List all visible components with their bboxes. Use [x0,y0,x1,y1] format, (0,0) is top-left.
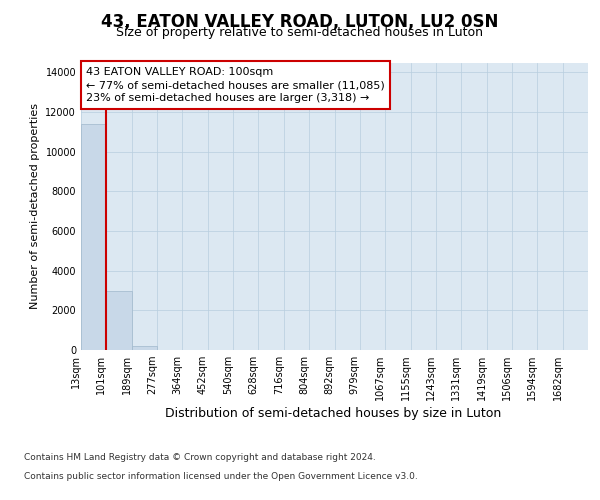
Bar [81,124,106,350]
Text: Size of property relative to semi-detached houses in Luton: Size of property relative to semi-detach… [116,26,484,39]
Bar [132,346,157,350]
Text: 43 EATON VALLEY ROAD: 100sqm
← 77% of semi-detached houses are smaller (11,085)
: 43 EATON VALLEY ROAD: 100sqm ← 77% of se… [86,67,385,103]
Y-axis label: Number of semi-detached properties: Number of semi-detached properties [30,104,40,309]
Text: 43, EATON VALLEY ROAD, LUTON, LU2 0SN: 43, EATON VALLEY ROAD, LUTON, LU2 0SN [101,12,499,30]
Text: Contains HM Land Registry data © Crown copyright and database right 2024.: Contains HM Land Registry data © Crown c… [24,454,376,462]
Text: Contains public sector information licensed under the Open Government Licence v3: Contains public sector information licen… [24,472,418,481]
Text: Distribution of semi-detached houses by size in Luton: Distribution of semi-detached houses by … [165,408,501,420]
Bar [106,290,132,350]
